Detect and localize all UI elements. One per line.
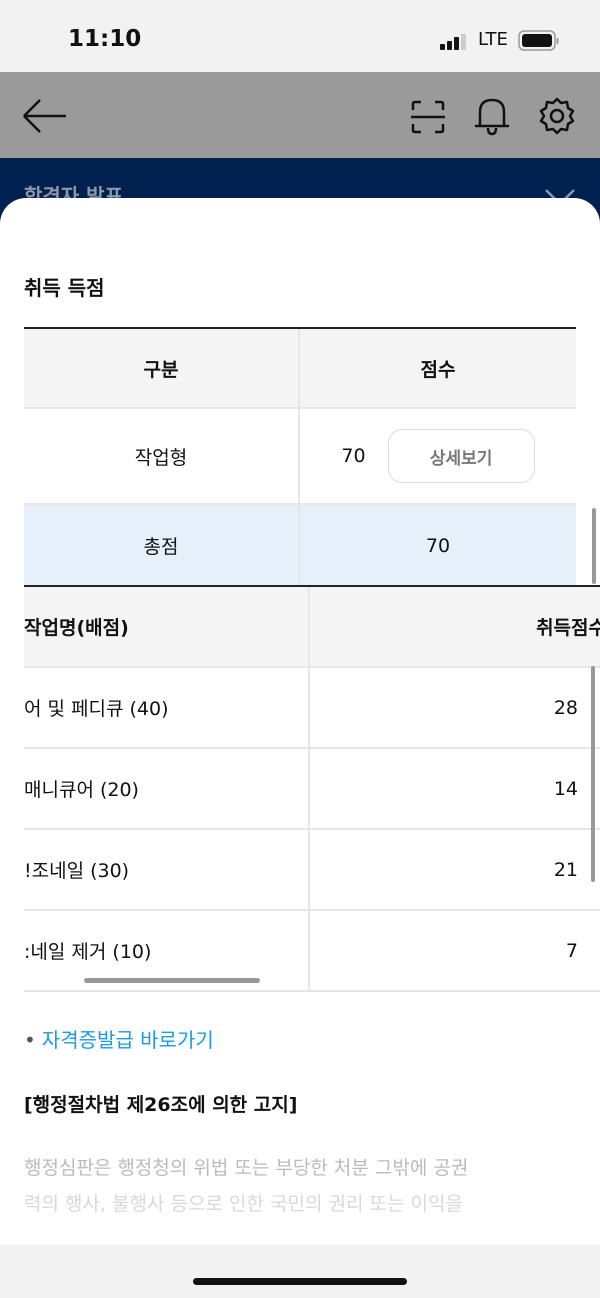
vertical-scrollbar[interactable] xyxy=(592,508,596,584)
detail-button[interactable]: 상세보기 xyxy=(387,429,535,483)
home-indicator[interactable] xyxy=(193,1278,407,1285)
total-score: 70 xyxy=(425,534,451,557)
table-header-row: 작업명(배점) 취득점수 xyxy=(24,587,600,668)
network-type: LTE xyxy=(478,29,508,50)
app-bar xyxy=(0,72,600,158)
task-score: 7 xyxy=(565,939,578,962)
task-score: 21 xyxy=(553,858,578,881)
task-name: :네일 제거 (10) xyxy=(24,911,310,990)
gear-icon[interactable] xyxy=(538,96,576,136)
table-row: 어 및 페디큐 (40) 28 xyxy=(24,668,600,749)
total-row: 총점 70 xyxy=(24,505,576,586)
table-row: !조네일 (30) 21 xyxy=(24,830,600,911)
column-header: 점수 xyxy=(420,358,456,381)
task-name: 어 및 페디큐 (40) xyxy=(24,668,310,747)
vertical-scrollbar[interactable] xyxy=(591,666,595,882)
column-header: 작업명(배점) xyxy=(24,587,310,666)
certificate-link[interactable]: • 자격증발급 바로가기 xyxy=(24,1024,214,1053)
battery-icon xyxy=(518,30,559,51)
score-cell: 70 상세보기 xyxy=(300,409,576,503)
horizontal-scrollbar[interactable] xyxy=(84,978,260,983)
bottom-bar xyxy=(0,1245,600,1298)
bell-icon[interactable] xyxy=(474,96,510,136)
category-cell: 작업형 xyxy=(24,409,300,503)
status-time: 11:10 xyxy=(68,26,142,52)
table-row: 매니큐어 (20) 14 xyxy=(24,749,600,830)
detail-table[interactable]: 작업명(배점) 취득점수 어 및 페디큐 (40) 28 매니큐어 (20) 1… xyxy=(24,585,600,992)
notice-text: 행정심판은 행정청의 위법 또는 부당한 처분 그밖에 공권 력의 행사, 불행… xyxy=(24,1150,584,1222)
table-row: 작업형 70 상세보기 xyxy=(24,409,576,505)
table-row: :네일 제거 (10) 7 xyxy=(24,911,600,992)
bullet: • xyxy=(24,1028,36,1052)
task-name: 매니큐어 (20) xyxy=(24,749,310,828)
table-header-row: 구분 점수 xyxy=(24,329,576,409)
scan-icon[interactable] xyxy=(411,100,445,134)
task-score: 14 xyxy=(553,777,578,800)
score-value: 70 xyxy=(341,445,366,467)
task-score: 28 xyxy=(553,696,578,719)
notice-title: [행정절차법 제26조에 의한 고지] xyxy=(24,1094,298,1116)
link-text[interactable]: 자격증발급 바로가기 xyxy=(41,1028,214,1052)
total-label: 총점 xyxy=(24,505,300,586)
back-arrow-icon[interactable] xyxy=(22,98,68,134)
column-header: 구분 xyxy=(24,329,300,407)
notice-line: 행정심판은 행정청의 위법 또는 부당한 처분 그밖에 공권 xyxy=(24,1157,469,1179)
status-bar: 11:10 LTE xyxy=(0,0,600,72)
section-title: 취득 득점 xyxy=(24,276,105,300)
signal-icon xyxy=(440,34,466,50)
task-name: !조네일 (30) xyxy=(24,830,310,909)
bottom-sheet: 취득 득점 구분 점수 작업형 70 상세보기 총점 70 작업명(배점) 취득… xyxy=(0,198,600,1245)
summary-table: 구분 점수 작업형 70 상세보기 총점 70 xyxy=(24,327,576,586)
notice-line: 력의 행사, 불행사 등으로 인한 국민의 권리 또는 이익을 xyxy=(24,1193,463,1215)
column-header: 취득점수 xyxy=(536,617,600,639)
